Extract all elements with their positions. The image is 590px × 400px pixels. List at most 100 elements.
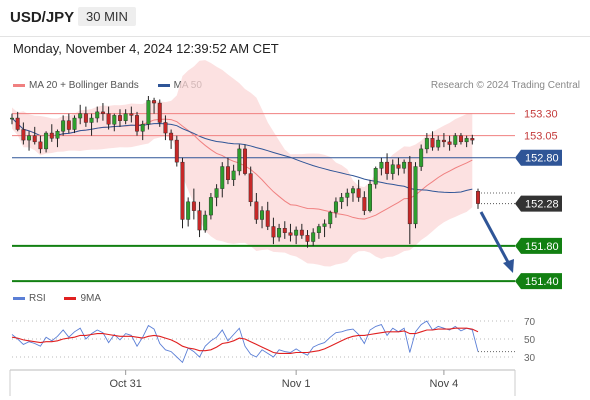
candle-body (316, 226, 321, 233)
candle-body (436, 139, 441, 148)
legend-ma20: MA 20 + Bollinger Bands (13, 80, 139, 91)
chart-datetime: Monday, November 4, 2024 12:39:52 AM CET (13, 41, 279, 56)
candle-body (174, 139, 179, 163)
candle-body (225, 166, 230, 180)
candle-body (260, 210, 265, 220)
candle-body (72, 117, 77, 130)
candle-body (55, 131, 60, 139)
rsi-swatch-icon (13, 296, 25, 300)
level-label-1: 153.05 (524, 131, 558, 143)
candle-body (61, 120, 66, 132)
candle-body (214, 188, 219, 198)
legend-rsi-label: RSI (29, 293, 46, 304)
candle-body (208, 197, 213, 216)
candle-body (254, 201, 259, 220)
ma20-swatch-icon (13, 83, 25, 87)
candle-body (157, 102, 162, 123)
candle-body (83, 113, 88, 123)
candle-body (305, 235, 310, 242)
x-tick-label: Oct 31 (109, 378, 141, 390)
level-label-4: 151.80 (525, 241, 559, 253)
candle-body (328, 212, 333, 225)
candle-body (299, 229, 304, 236)
legend-rsi-ma: 9MA (64, 293, 101, 304)
candle-body (447, 141, 452, 145)
candle-body (129, 113, 134, 116)
candle-body (220, 166, 225, 189)
candle-body (333, 201, 338, 213)
forecast-arrow-head-icon (503, 259, 514, 273)
candle-body (152, 100, 157, 104)
candle-body (89, 117, 94, 123)
candle-body (163, 122, 168, 134)
candle-body (351, 188, 355, 194)
chart-header: USD/JPY 30 MIN (0, 0, 590, 37)
candle-body (186, 201, 191, 220)
level-label-2: 152.80 (525, 153, 559, 165)
candle-body (453, 135, 458, 145)
ma50-swatch-icon (157, 83, 170, 87)
candle-body (265, 210, 270, 227)
candle-body (248, 173, 253, 203)
ma50-line (11, 117, 473, 193)
candle-body (282, 228, 287, 233)
candle-body (277, 228, 282, 238)
rsi-tick-50: 50 (524, 335, 536, 346)
candle-body (180, 161, 185, 220)
level-label-3: 152.28 (525, 199, 559, 211)
candle-body (135, 115, 139, 132)
candle-body (362, 197, 367, 211)
candle-body (379, 161, 384, 169)
candle-body (402, 161, 407, 169)
candle-body (106, 113, 111, 125)
candle-body (112, 115, 117, 125)
candle-body (311, 232, 316, 242)
rsi-ma-swatch-icon (64, 296, 77, 300)
candle-body (169, 132, 174, 141)
rsi-line (11, 320, 479, 364)
candle-body (368, 183, 372, 211)
candle-body (390, 164, 395, 174)
candle-body (271, 226, 276, 238)
candle-body (100, 111, 105, 114)
level-tag-5 (515, 273, 562, 290)
candle-body (123, 113, 128, 121)
candle-body (373, 168, 378, 185)
candle-body (118, 115, 122, 121)
candle-body (197, 210, 202, 231)
candle-body (32, 135, 37, 143)
candle-body (191, 201, 196, 211)
candle-body (424, 138, 429, 150)
candle-body (38, 141, 43, 150)
candle-body (231, 170, 236, 180)
candle-body (339, 197, 344, 203)
candle-body (476, 191, 480, 204)
candle-body (419, 148, 424, 167)
level-label-0: 153.30 (524, 109, 558, 121)
rsi-ma-line (11, 327, 479, 354)
candle-body (413, 166, 418, 225)
candle-body (458, 135, 463, 143)
level-tag-3 (515, 195, 562, 212)
candle-body (27, 135, 32, 141)
level-tag-2 (515, 149, 562, 166)
candle-body (294, 229, 299, 236)
legend-ma20-label: MA 20 + Bollinger Bands (29, 80, 139, 91)
candle-body (49, 132, 54, 139)
candle-body (441, 139, 446, 143)
candle-body (237, 148, 242, 172)
timeframe-badge[interactable]: 30 MIN (78, 7, 136, 26)
candle-body (345, 192, 350, 198)
bollinger-band (12, 60, 473, 267)
candle-body (146, 100, 151, 125)
legend-rsi-ma-label: 9MA (80, 293, 102, 304)
candle-body (15, 117, 20, 130)
candle-body (66, 120, 71, 130)
legend-rsi: RSI (13, 293, 46, 304)
candle-body (322, 223, 327, 227)
rsi-legend: RSI 9MA (13, 293, 117, 304)
candle-body (21, 129, 26, 141)
candle-body (356, 188, 361, 198)
research-credit: Research © 2024 Trading Central (430, 80, 580, 91)
